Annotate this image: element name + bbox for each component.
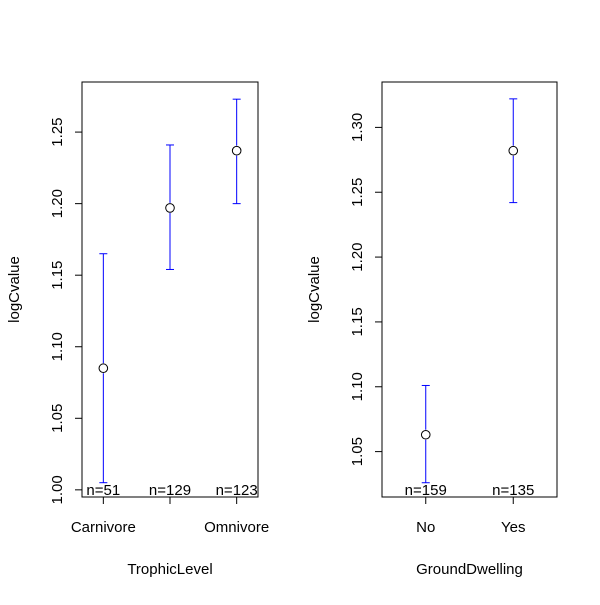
panel-1-y-tick-label-4: 1.15 (49, 261, 66, 290)
panel-2-y-tick-label-6: 1.30 (349, 113, 366, 142)
panel-1-mean-point-carnivore (98, 363, 109, 374)
panel-1-n-label-omnivore: n=123 (216, 482, 258, 499)
panel-2-mean-point-yes (508, 145, 519, 156)
panel-1-n-label-carnivore: n=51 (86, 482, 120, 499)
panel-1-y-tick-label-5: 1.20 (49, 189, 66, 218)
panel-1-y-tick-label-2: 1.05 (49, 404, 66, 433)
panel-2-y-tick-label-2: 1.10 (349, 372, 366, 401)
panel-1-y-tick-label-6: 1.25 (49, 117, 66, 146)
panel-2-n-label-yes: n=135 (492, 482, 534, 499)
panel-1-y-tick-label-3: 1.10 (49, 332, 66, 361)
panel-2-plot-frame (381, 81, 558, 498)
panel-2-n-label-no: n=159 (405, 482, 447, 499)
panel-1-n-label-herbivore: n=129 (149, 482, 191, 499)
panel-2-mean-point-no (420, 429, 431, 440)
panel-1-y-axis-title: logCvalue (6, 256, 23, 323)
panel-2-y-axis-title: logCvalue (306, 256, 323, 323)
panel-1-x-tick-label-omnivore: Omnivore (204, 519, 269, 536)
ground-dwelling-panel: 1.05 1.10 1.15 1.20 1.25 1.30 No Yes GroundDwell… (306, 81, 558, 578)
panel-2-y-tick-label-1: 1.05 (349, 437, 366, 466)
panel-1-x-axis-title: TrophicLevel (127, 561, 212, 578)
panel-2-y-tick-label-4: 1.20 (349, 242, 366, 271)
panel-2-x-tick-label-yes: Yes (501, 519, 525, 536)
trophic-level-panel: 1.00 1.05 1.10 1.15 1.20 1.25 Carnivore Omnivor… (6, 81, 269, 578)
panel-1-mean-point-omnivore (231, 145, 242, 156)
panel-1-x-tick-label-carnivore: Carnivore (71, 519, 136, 536)
panel-1-mean-point-herbivore (165, 203, 175, 213)
panel-2-x-tick-label-no: No (416, 519, 435, 536)
panel-2-y-tick-label-3: 1.15 (349, 307, 366, 336)
panel-2-y-tick-label-5: 1.25 (349, 178, 366, 207)
panel-1-y-tick-label-1: 1.00 (49, 475, 66, 504)
panel-2-x-axis-title: GroundDwelling (416, 561, 523, 578)
panel-1-plot-frame (81, 81, 259, 498)
